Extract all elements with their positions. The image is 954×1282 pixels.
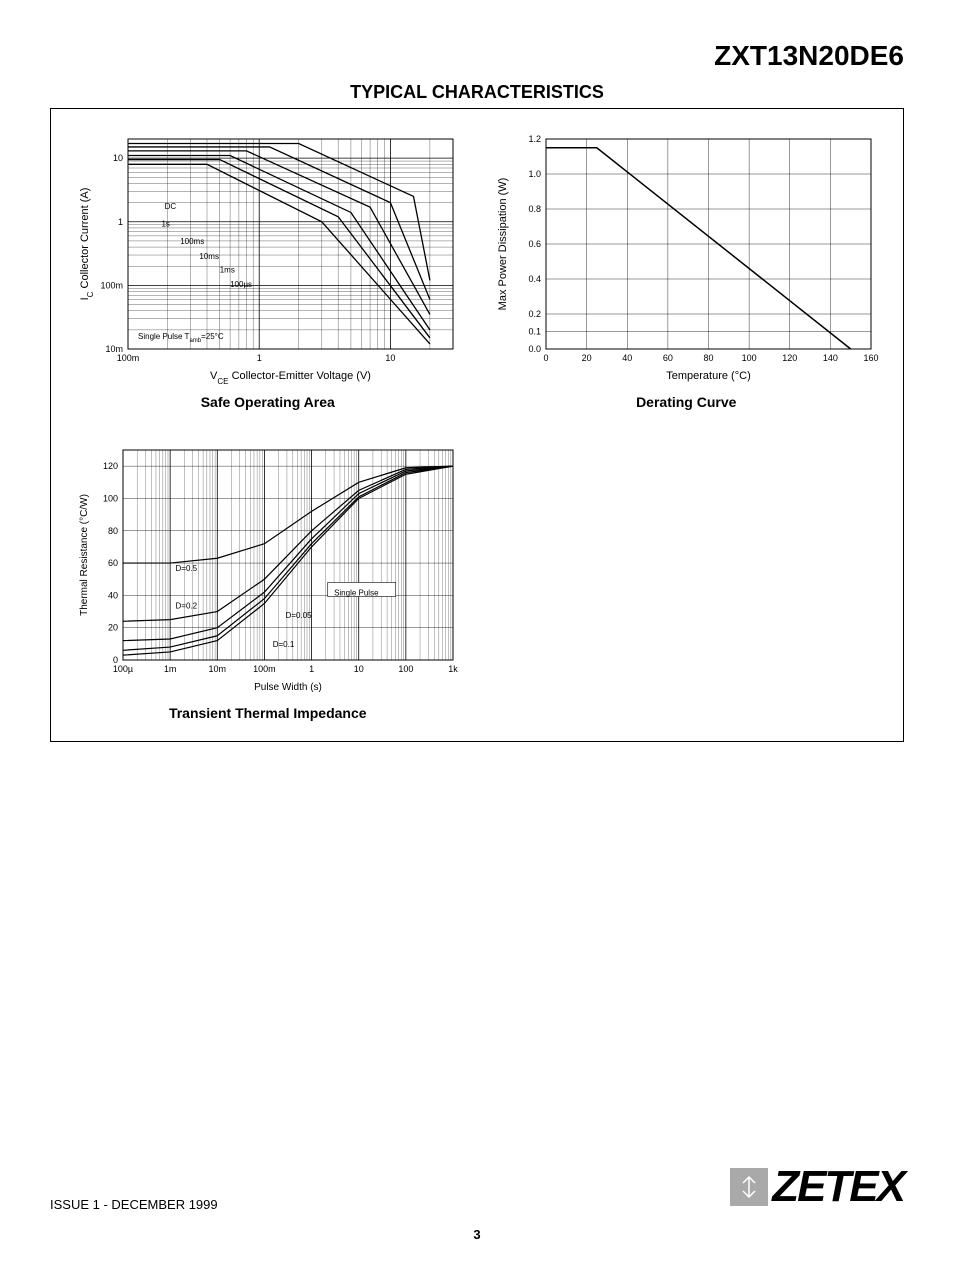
svg-text:1: 1 [118, 217, 123, 227]
svg-text:1m: 1m [164, 664, 177, 674]
svg-text:VCE Collector-Emitter Voltage: VCE Collector-Emitter Voltage (V) [210, 370, 371, 386]
svg-text:100ms: 100ms [180, 237, 204, 246]
issue-text: ISSUE 1 - DECEMBER 1999 [50, 1197, 218, 1212]
svg-text:0: 0 [544, 353, 549, 363]
svg-text:0.0: 0.0 [529, 344, 542, 354]
svg-text:20: 20 [108, 623, 118, 633]
svg-text:D=0.05: D=0.05 [285, 611, 312, 620]
soa-chart-cell: 100m11010m100m110DC1s100ms10ms1ms100µsSi… [66, 129, 470, 410]
svg-text:120: 120 [782, 353, 797, 363]
svg-text:100m: 100m [253, 664, 276, 674]
svg-text:160: 160 [864, 353, 879, 363]
svg-text:100: 100 [103, 493, 118, 503]
svg-text:100: 100 [742, 353, 757, 363]
svg-text:60: 60 [663, 353, 673, 363]
svg-text:1: 1 [309, 664, 314, 674]
zetex-logo-icon [730, 1168, 768, 1206]
svg-text:1s: 1s [161, 219, 169, 228]
svg-text:Single Pulse Tamb=25°C: Single Pulse Tamb=25°C [138, 332, 224, 344]
svg-text:10m: 10m [105, 344, 123, 354]
soa-chart: 100m11010m100m110DC1s100ms10ms1ms100µsSi… [73, 129, 463, 389]
svg-text:1: 1 [256, 353, 261, 363]
svg-text:10: 10 [385, 353, 395, 363]
svg-text:60: 60 [108, 558, 118, 568]
derate-chart-cell: 0 20 40 60 80 100 120 140 160 0.0 0.1 0.2 0.4 0.6 0.8 1… [485, 129, 889, 410]
page-number: 3 [50, 1227, 904, 1242]
charts-frame: 100m11010m100m110DC1s100ms10ms1ms100µsSi… [50, 108, 904, 742]
svg-text:100m: 100m [116, 353, 139, 363]
soa-title: Safe Operating Area [201, 394, 335, 410]
derate-title: Derating Curve [636, 394, 736, 410]
svg-text:10: 10 [353, 664, 363, 674]
svg-text:Thermal Resistance (°C/W): Thermal Resistance (°C/W) [79, 494, 90, 616]
svg-text:Temperature (°C): Temperature (°C) [667, 370, 751, 382]
svg-text:Single Pulse: Single Pulse [334, 588, 379, 597]
svg-text:0.6: 0.6 [529, 239, 542, 249]
thermal-chart: 100µ 1m 10m 100m 1 10 100 1k 0 20 40 60 80 100 120 Sing… [73, 440, 463, 700]
svg-text:Max Power Dissipation (W): Max Power Dissipation (W) [497, 178, 509, 311]
svg-text:1ms: 1ms [219, 265, 234, 274]
svg-text:140: 140 [823, 353, 838, 363]
svg-text:100m: 100m [100, 280, 123, 290]
svg-text:20: 20 [582, 353, 592, 363]
thermal-chart-cell: 100µ 1m 10m 100m 1 10 100 1k 0 20 40 60 80 100 120 Sing… [66, 440, 470, 721]
svg-text:IC Collector Current (A): IC Collector Current (A) [79, 188, 95, 301]
svg-text:120: 120 [103, 461, 118, 471]
svg-text:10ms: 10ms [199, 252, 219, 261]
svg-text:0: 0 [113, 655, 118, 665]
svg-text:D=0.1: D=0.1 [272, 640, 294, 649]
svg-text:40: 40 [108, 590, 118, 600]
svg-text:100µs: 100µs [230, 280, 252, 289]
svg-text:10: 10 [113, 153, 123, 163]
svg-text:80: 80 [108, 526, 118, 536]
zetex-logo-text: ZETEX [772, 1162, 904, 1212]
svg-text:1.2: 1.2 [529, 134, 542, 144]
zetex-logo: ZETEX [730, 1162, 904, 1212]
svg-text:0.4: 0.4 [529, 274, 542, 284]
svg-text:D=0.5: D=0.5 [175, 564, 197, 573]
svg-text:100: 100 [398, 664, 413, 674]
svg-text:0.1: 0.1 [529, 327, 542, 337]
svg-text:40: 40 [622, 353, 632, 363]
svg-text:10m: 10m [208, 664, 226, 674]
svg-text:D=0.2: D=0.2 [175, 601, 197, 610]
svg-text:1.0: 1.0 [529, 169, 542, 179]
part-number: ZXT13N20DE6 [50, 40, 904, 72]
svg-text:100µ: 100µ [113, 664, 133, 674]
svg-text:0.2: 0.2 [529, 309, 542, 319]
section-title: TYPICAL CHARACTERISTICS [50, 82, 904, 103]
derate-chart: 0 20 40 60 80 100 120 140 160 0.0 0.1 0.2 0.4 0.6 0.8 1… [491, 129, 881, 389]
thermal-title: Transient Thermal Impedance [169, 705, 367, 721]
footer: ISSUE 1 - DECEMBER 1999 ZETEX [50, 1162, 904, 1212]
svg-text:80: 80 [704, 353, 714, 363]
svg-text:DC: DC [164, 202, 176, 211]
svg-text:Pulse Width (s): Pulse Width (s) [254, 682, 322, 693]
svg-text:0.8: 0.8 [529, 204, 542, 214]
svg-text:1k: 1k [448, 664, 458, 674]
